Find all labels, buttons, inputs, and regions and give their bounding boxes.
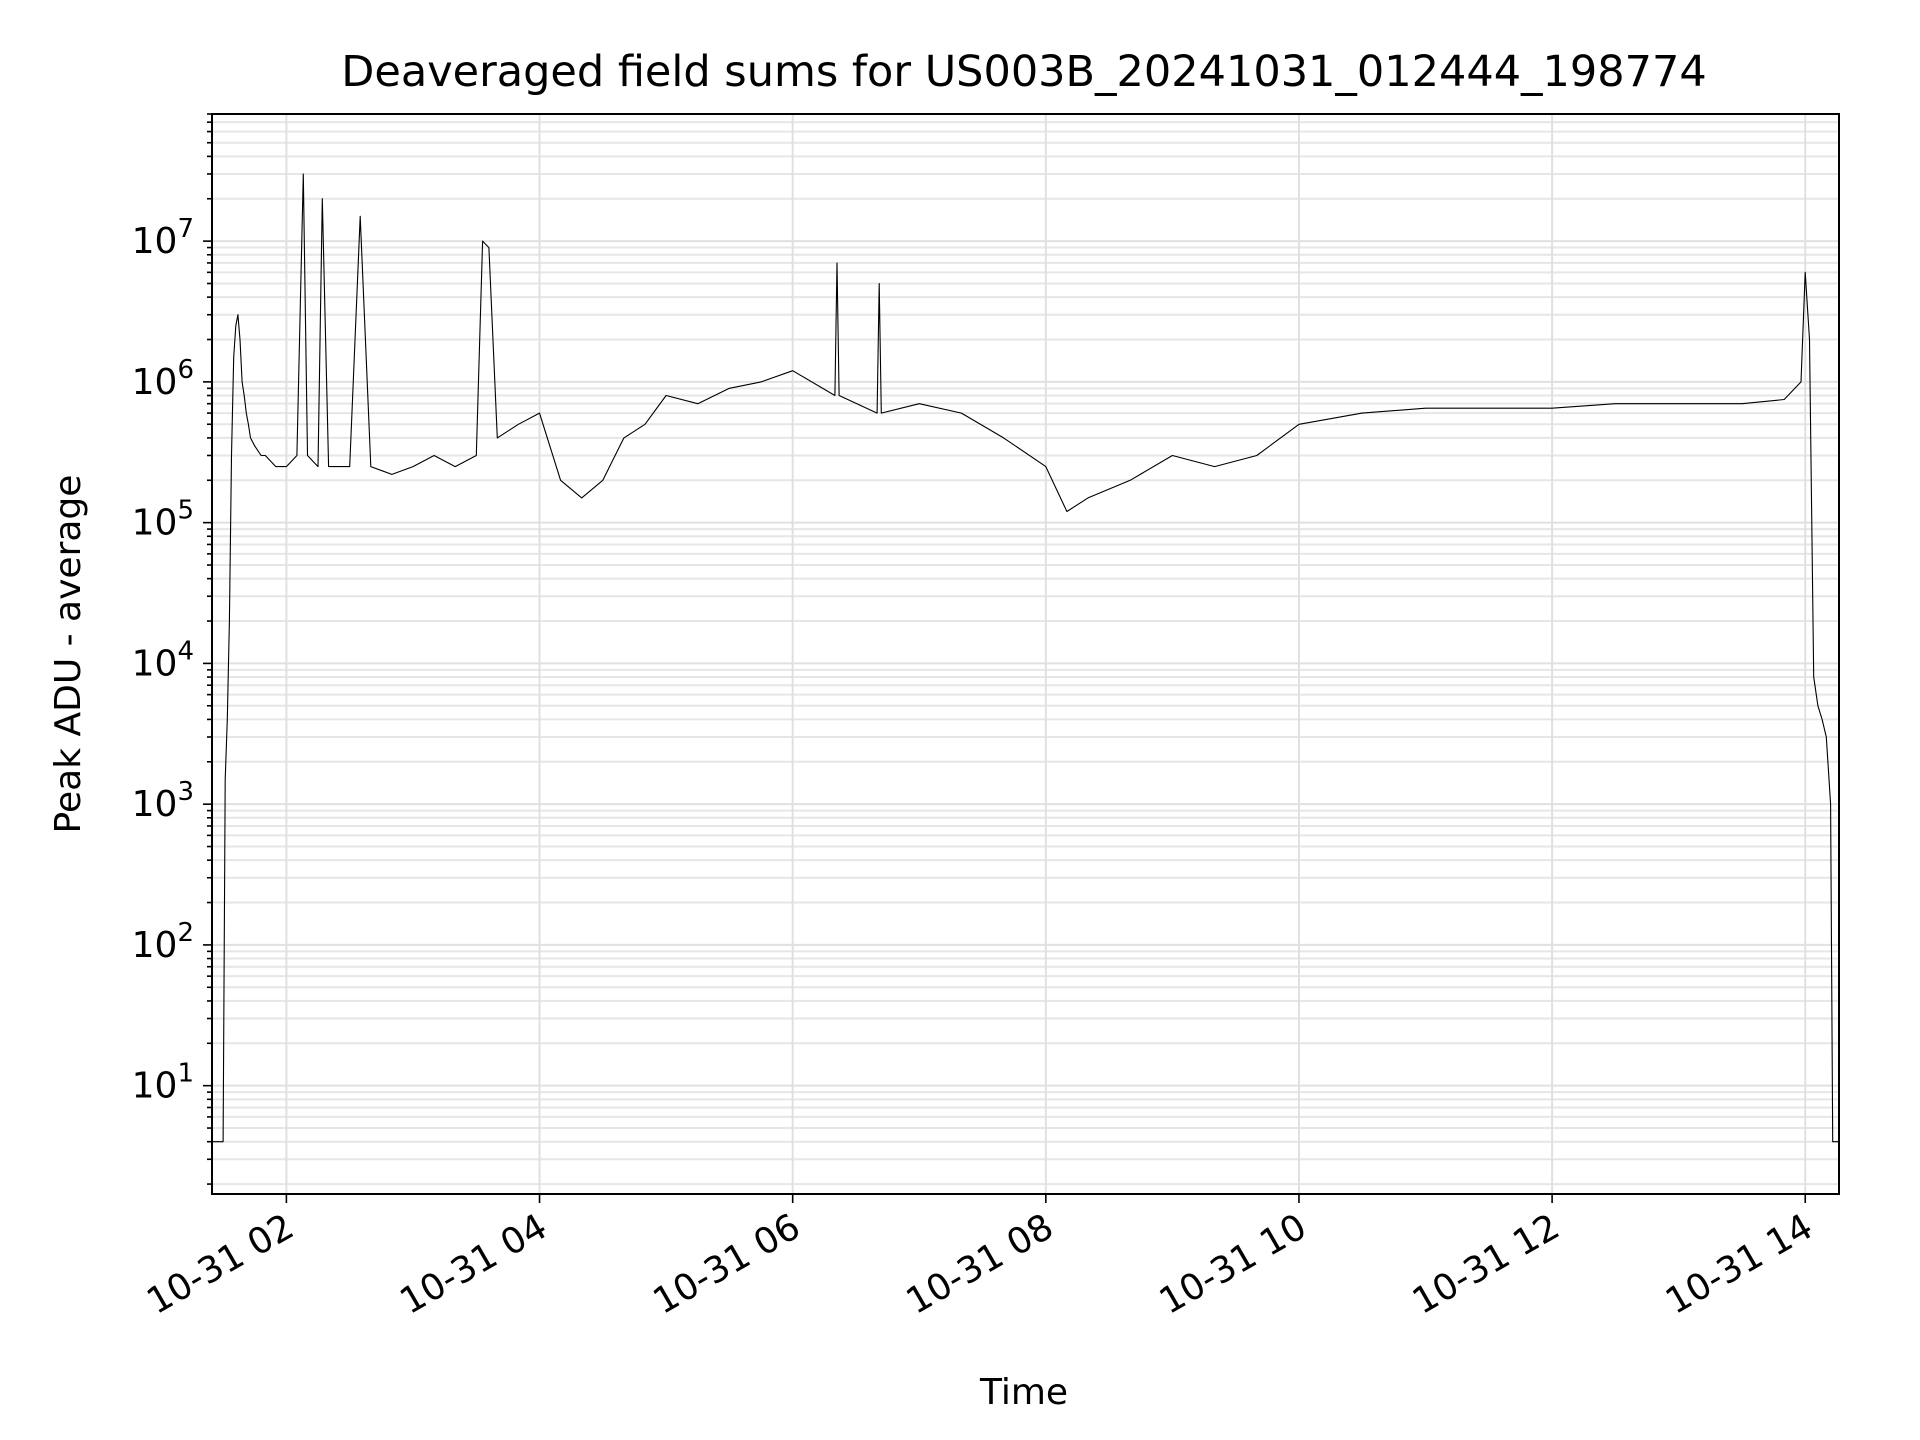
y-tick-label: 103 (132, 777, 194, 825)
x-axis-label: Time (979, 1372, 1068, 1413)
x-tick-label: 10-31 02 (140, 1206, 301, 1322)
x-tick-label: 10-31 08 (900, 1206, 1061, 1322)
plot-frame (211, 113, 1840, 1195)
y-tick-label: 101 (132, 1059, 194, 1107)
y-tick-label: 107 (132, 214, 194, 262)
x-tick-label: 10-31 04 (393, 1206, 554, 1322)
y-tick-label: 104 (132, 636, 194, 684)
y-tick-label: 105 (132, 496, 194, 544)
series-layer (212, 173, 1839, 1143)
y-tick-label: 102 (132, 918, 194, 966)
series-line (212, 173, 1839, 1143)
y-axis-label: Peak ADU - average (48, 475, 89, 834)
x-tick-label: 10-31 10 (1153, 1206, 1314, 1322)
x-tick-label: 10-31 14 (1659, 1206, 1820, 1322)
x-tick-label: 10-31 12 (1406, 1206, 1567, 1322)
y-tick-label: 106 (132, 355, 194, 403)
x-tick-label: 10-31 06 (647, 1206, 808, 1322)
grid (212, 113, 1839, 1194)
chart-title: Deaveraged field sums for US003B_2024103… (341, 47, 1706, 97)
